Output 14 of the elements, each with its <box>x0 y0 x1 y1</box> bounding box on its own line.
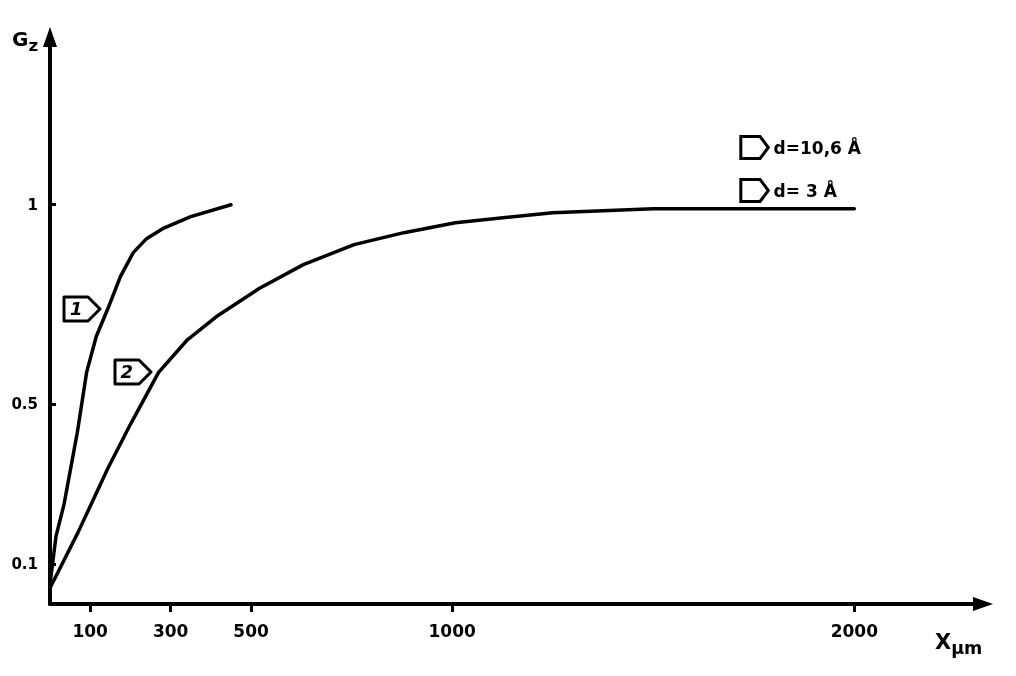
y-tick-label: 1 <box>27 195 38 214</box>
x-axis-title: X$_{μm}$ <box>935 630 983 659</box>
x-tick-label: 1000 <box>428 620 476 641</box>
legend-label: d= 3 Å <box>773 178 838 201</box>
x-tick-label: 100 <box>72 620 109 641</box>
legend-label: d=10,6 Å <box>773 135 862 158</box>
x-tick-label: 300 <box>152 620 189 641</box>
annotation: 1 <box>69 297 83 320</box>
y-axis-title: G$_{z}$ <box>12 27 39 55</box>
y-tick-label: 0.5 <box>11 395 38 414</box>
annotation: 2 <box>120 361 134 384</box>
y-tick-label: 0.1 <box>11 555 38 574</box>
x-tick-label: 2000 <box>830 620 879 641</box>
x-tick-label: 500 <box>233 620 269 641</box>
